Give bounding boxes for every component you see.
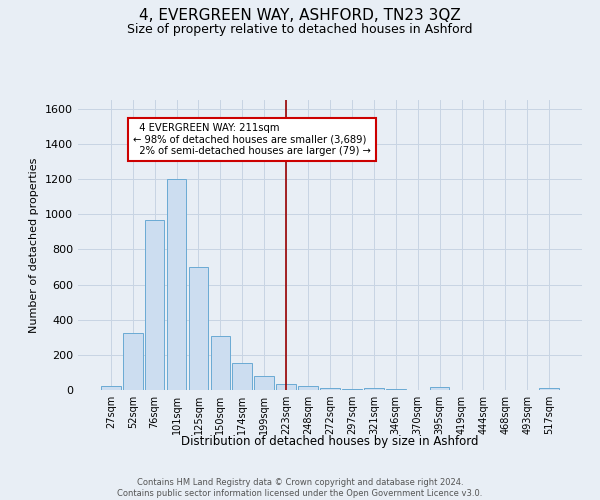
Bar [430, 388, 449, 390]
Bar [364, 388, 384, 390]
Text: 4 EVERGREEN WAY: 211sqm
← 98% of detached houses are smaller (3,689)
  2% of sem: 4 EVERGREEN WAY: 211sqm ← 98% of detache… [133, 123, 371, 156]
Bar [320, 388, 340, 390]
Bar [342, 389, 362, 390]
Bar [167, 179, 187, 390]
Text: Distribution of detached houses by size in Ashford: Distribution of detached houses by size … [181, 435, 479, 448]
Bar [145, 220, 164, 390]
Text: Contains HM Land Registry data © Crown copyright and database right 2024.
Contai: Contains HM Land Registry data © Crown c… [118, 478, 482, 498]
Text: 4, EVERGREEN WAY, ASHFORD, TN23 3QZ: 4, EVERGREEN WAY, ASHFORD, TN23 3QZ [139, 8, 461, 22]
Bar [101, 386, 121, 390]
Y-axis label: Number of detached properties: Number of detached properties [29, 158, 40, 332]
Bar [276, 384, 296, 390]
Bar [386, 389, 406, 390]
Text: Size of property relative to detached houses in Ashford: Size of property relative to detached ho… [127, 22, 473, 36]
Bar [211, 336, 230, 390]
Bar [539, 388, 559, 390]
Bar [298, 386, 318, 390]
Bar [188, 267, 208, 390]
Bar [232, 363, 252, 390]
Bar [254, 376, 274, 390]
Bar [123, 333, 143, 390]
